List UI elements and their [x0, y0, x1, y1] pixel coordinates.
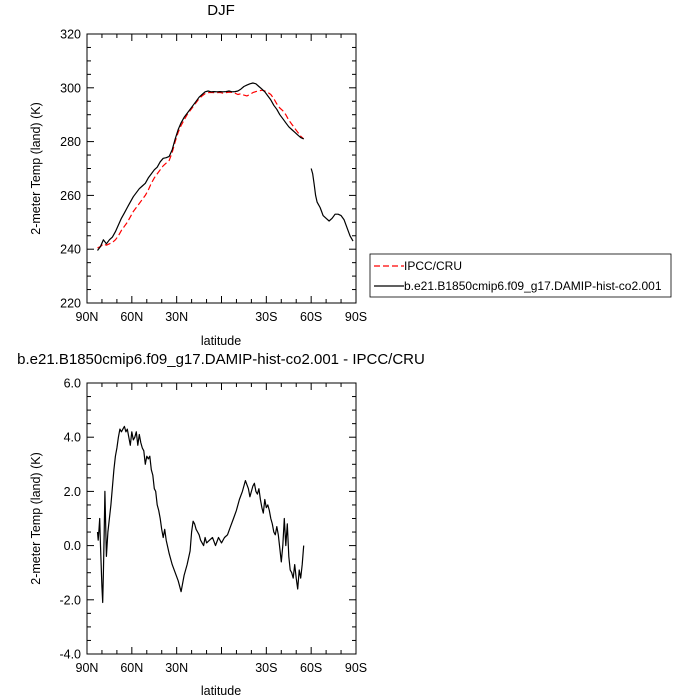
x-tick-label: 30S: [255, 661, 277, 675]
x-tick-label: 30S: [255, 310, 277, 324]
x-tick-label: 60N: [120, 310, 143, 324]
y-tick-label: 2.0: [64, 485, 81, 499]
top-chart-ticks: [86, 33, 357, 304]
bottom-chart-title: b.e21.B1850cmip6.f09_g17.DAMIP-hist-co2.…: [17, 351, 425, 368]
top-chart-title: DJF: [207, 2, 235, 19]
y-tick-label: -2.0: [59, 593, 81, 607]
y-tick-label: 0.0: [64, 539, 81, 553]
series-line-ipcc-cru: [97, 89, 305, 249]
x-tick-label: 90N: [76, 661, 99, 675]
y-tick-label: 220: [60, 297, 81, 311]
x-tick-label: 90S: [345, 310, 367, 324]
y-tick-label: 300: [60, 81, 81, 95]
legend-label-ipcc-cru: IPCC/CRU: [404, 259, 462, 273]
y-tick-label: -4.0: [59, 648, 81, 662]
series-line-model: [97, 82, 354, 251]
bottom-chart-tick-labels: 90N 60N 30N 30S 60S 90S -4.0 -2.0 0.0 2.0 4.0 6.0: [59, 377, 367, 676]
top-chart: DJF 90N 60N 30N 30S 60S 90S 220 240 260 280 300 320…: [29, 2, 672, 348]
y-tick-label: 4.0: [64, 431, 81, 445]
bottom-chart: b.e21.B1850cmip6.f09_g17.DAMIP-hist-co2.…: [17, 351, 425, 698]
x-tick-label: 30N: [165, 310, 188, 324]
x-tick-label: 30N: [165, 661, 188, 675]
y-tick-label: 320: [60, 28, 81, 42]
x-tick-label: 90S: [345, 661, 367, 675]
bottom-chart-y-axis-title: 2-meter Temp (land) (K): [29, 452, 43, 584]
top-chart-x-axis-title: latitude: [201, 334, 241, 348]
top-chart-legend: IPCC/CRU b.e21.B1850cmip6.f09_g17.DAMIP-…: [369, 253, 672, 298]
y-tick-label: 240: [60, 243, 81, 257]
bottom-chart-x-axis-title: latitude: [201, 684, 241, 698]
y-tick-label: 6.0: [64, 377, 81, 391]
series-line-difference: [96, 425, 305, 604]
y-tick-label: 260: [60, 189, 81, 203]
y-tick-label: 280: [60, 135, 81, 149]
legend-label-model: b.e21.B1850cmip6.f09_g17.DAMIP-hist-co2.…: [404, 279, 662, 293]
bottom-chart-ticks: [86, 382, 357, 655]
top-chart-tick-labels: 90N 60N 30N 30S 60S 90S 220 240 260 280 300 320: [60, 28, 367, 325]
x-tick-label: 90N: [76, 310, 99, 324]
top-chart-plot-frame: [86, 33, 357, 304]
bottom-chart-plot-frame: [86, 382, 357, 655]
legend-box: [369, 253, 672, 298]
x-tick-label: 60N: [120, 661, 143, 675]
top-chart-y-axis-title: 2-meter Temp (land) (K): [29, 102, 43, 234]
bottom-chart-series: [96, 425, 305, 604]
x-tick-label: 60S: [300, 310, 322, 324]
top-chart-series: [97, 82, 354, 251]
x-tick-label: 60S: [300, 661, 322, 675]
